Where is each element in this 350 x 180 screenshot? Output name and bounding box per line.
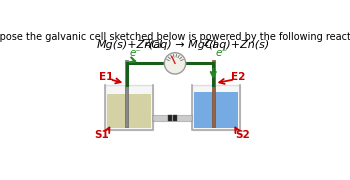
Circle shape <box>164 53 186 74</box>
Text: (aq) → MgCl: (aq) → MgCl <box>149 40 216 50</box>
Bar <box>125 60 128 127</box>
Bar <box>212 60 215 127</box>
FancyBboxPatch shape <box>192 85 240 130</box>
Bar <box>153 116 192 120</box>
Text: E2: E2 <box>231 72 245 82</box>
Text: e⁻: e⁻ <box>130 48 142 58</box>
Text: 2: 2 <box>204 39 209 48</box>
Text: S1: S1 <box>94 130 109 140</box>
Bar <box>152 115 192 121</box>
Text: Mg(s)+ZnCl: Mg(s)+ZnCl <box>97 40 163 50</box>
Text: Suppose the galvanic cell sketched below is powered by the following reaction:: Suppose the galvanic cell sketched below… <box>0 32 350 42</box>
Bar <box>194 93 238 128</box>
Text: e⁻: e⁻ <box>216 48 228 58</box>
Text: (aq)+Zn(s): (aq)+Zn(s) <box>208 40 269 50</box>
Bar <box>107 94 151 128</box>
Text: E1: E1 <box>99 72 113 82</box>
Bar <box>173 115 177 121</box>
Text: 2: 2 <box>145 39 150 48</box>
Bar <box>168 115 172 121</box>
FancyBboxPatch shape <box>105 85 153 130</box>
Text: S2: S2 <box>236 130 250 140</box>
